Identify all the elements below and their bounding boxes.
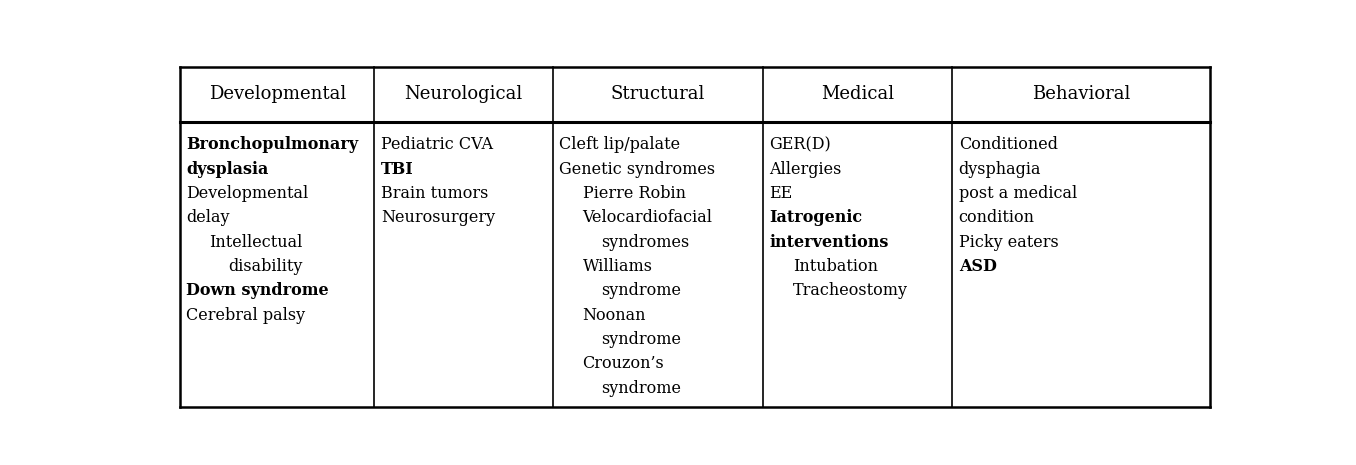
Text: Tracheostomy: Tracheostomy bbox=[793, 282, 907, 299]
Text: Cleft lip/palate: Cleft lip/palate bbox=[560, 136, 681, 153]
Text: Pierre Robin: Pierre Robin bbox=[583, 185, 686, 202]
Text: Conditioned: Conditioned bbox=[959, 136, 1058, 153]
Text: Neurosurgery: Neurosurgery bbox=[381, 209, 495, 226]
Text: post a medical: post a medical bbox=[959, 185, 1077, 202]
Text: Down syndrome: Down syndrome bbox=[186, 282, 330, 299]
Text: syndrome: syndrome bbox=[601, 282, 681, 299]
Text: Pediatric CVA: Pediatric CVA bbox=[381, 136, 492, 153]
Text: Neurological: Neurological bbox=[404, 85, 523, 103]
Text: Medical: Medical bbox=[822, 85, 895, 103]
Text: Williams: Williams bbox=[583, 258, 652, 275]
Text: Intubation: Intubation bbox=[793, 258, 877, 275]
Text: Picky eaters: Picky eaters bbox=[959, 234, 1059, 251]
Text: Velocardiofacial: Velocardiofacial bbox=[583, 209, 712, 226]
Text: Genetic syndromes: Genetic syndromes bbox=[560, 161, 716, 178]
Text: syndromes: syndromes bbox=[601, 234, 689, 251]
Text: Allergies: Allergies bbox=[770, 161, 842, 178]
Text: disability: disability bbox=[228, 258, 302, 275]
Text: syndrome: syndrome bbox=[601, 331, 681, 348]
Text: syndrome: syndrome bbox=[601, 380, 681, 397]
Text: dysplasia: dysplasia bbox=[186, 161, 268, 178]
Text: condition: condition bbox=[959, 209, 1035, 226]
Text: Developmental: Developmental bbox=[186, 185, 309, 202]
Text: Cerebral palsy: Cerebral palsy bbox=[186, 307, 305, 324]
Text: Crouzon’s: Crouzon’s bbox=[583, 355, 664, 372]
Text: Intellectual: Intellectual bbox=[209, 234, 302, 251]
Text: Developmental: Developmental bbox=[209, 85, 346, 103]
Text: Bronchopulmonary: Bronchopulmonary bbox=[186, 136, 358, 153]
Text: TBI: TBI bbox=[381, 161, 414, 178]
Text: delay: delay bbox=[186, 209, 229, 226]
Text: Noonan: Noonan bbox=[583, 307, 645, 324]
Text: Behavioral: Behavioral bbox=[1032, 85, 1131, 103]
Text: dysphagia: dysphagia bbox=[959, 161, 1041, 178]
Text: EE: EE bbox=[770, 185, 793, 202]
Text: ASD: ASD bbox=[959, 258, 997, 275]
Text: GER(D): GER(D) bbox=[770, 136, 831, 153]
Text: Brain tumors: Brain tumors bbox=[381, 185, 488, 202]
Text: interventions: interventions bbox=[770, 234, 890, 251]
Text: Structural: Structural bbox=[612, 85, 705, 103]
Text: Iatrogenic: Iatrogenic bbox=[770, 209, 862, 226]
